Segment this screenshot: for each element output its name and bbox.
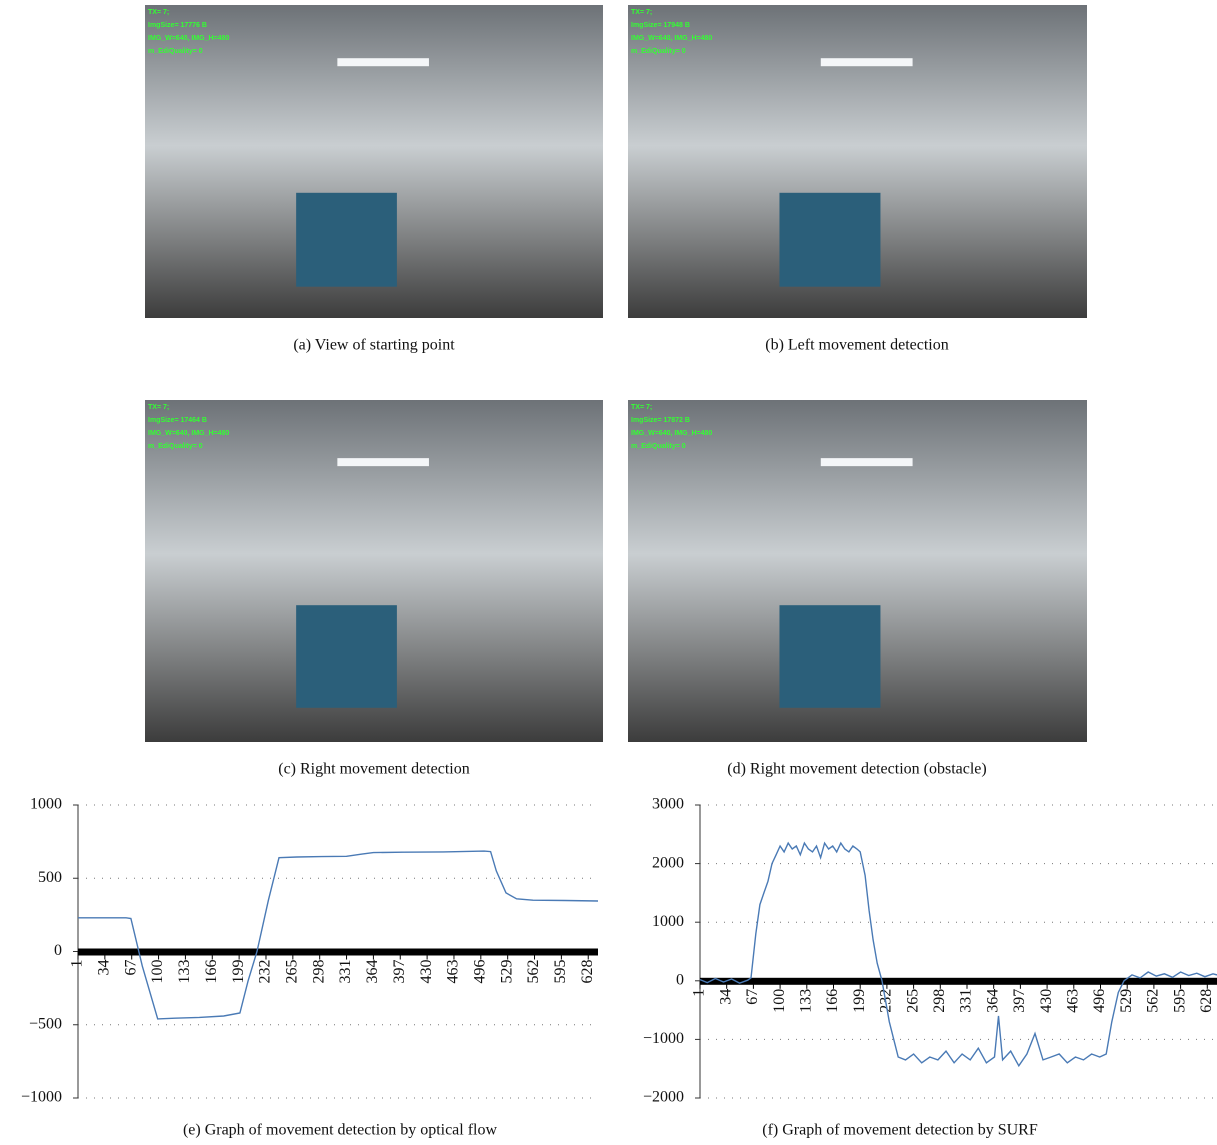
x-tick-label: 166: [824, 989, 841, 1013]
x-tick-label: 67: [122, 960, 139, 976]
overlay-text: m_EdiQuality= 0: [148, 443, 203, 450]
overlay-text: IMG_W=640, IMG_H=480: [148, 35, 229, 42]
x-tick-label: 364: [364, 960, 381, 984]
y-tick-label: 3000: [652, 796, 684, 813]
overlay-text: ImgSize= 17948 B: [631, 22, 690, 29]
overlay-text: ImgSize= 17776 B: [148, 22, 207, 29]
x-tick-label: 529: [1118, 989, 1135, 1013]
x-tick-label: 265: [904, 989, 921, 1013]
x-tick-label: 496: [1091, 989, 1108, 1013]
y-tick-label: 1000: [652, 913, 684, 930]
x-tick-label: 298: [310, 960, 327, 984]
x-tick-label: 133: [797, 989, 814, 1013]
x-tick-label: 199: [230, 960, 247, 984]
y-tick-label: 2000: [652, 854, 684, 871]
overlay-text: IMG_W=640, IMG_H=480: [631, 35, 712, 42]
ceiling-light: [337, 458, 429, 466]
caption: (a) View of starting point: [293, 337, 455, 354]
x-tick-label: 430: [418, 960, 435, 984]
x-tick-label: 463: [1064, 989, 1081, 1013]
caption: (b) Left movement detection: [765, 337, 948, 354]
ceiling-light: [337, 58, 429, 66]
caption: (c) Right movement detection: [278, 761, 470, 778]
y-tick-label: 0: [54, 942, 62, 959]
x-tick-label: 628: [1198, 989, 1215, 1013]
x-tick-label: 1: [69, 960, 86, 968]
x-tick-label: 298: [931, 989, 948, 1013]
desk-object: [779, 193, 880, 287]
x-tick-label: 67: [744, 989, 761, 1005]
ceiling-light: [821, 458, 913, 466]
overlay-text: ImgSize= 17464 B: [148, 417, 207, 424]
y-tick-label: 1000: [30, 796, 62, 813]
ceiling-light: [821, 58, 913, 66]
x-tick-label: 100: [149, 960, 166, 984]
x-tick-label: 133: [176, 960, 193, 984]
y-tick-label: −1000: [643, 1030, 684, 1047]
caption: (e) Graph of movement detection by optic…: [183, 1122, 498, 1139]
y-tick-label: 500: [38, 869, 62, 886]
data-line: [78, 851, 598, 1019]
x-tick-label: 397: [1011, 989, 1028, 1013]
x-tick-label: 34: [717, 989, 734, 1005]
x-tick-label: 529: [498, 960, 515, 984]
x-tick-label: 595: [1171, 989, 1188, 1013]
x-tick-label: 199: [851, 989, 868, 1013]
y-tick-label: −1000: [21, 1089, 62, 1106]
overlay-text: TX= 7;: [631, 404, 652, 411]
x-tick-label: 232: [257, 960, 274, 984]
overlay-text: TX= 7;: [148, 9, 169, 16]
caption: (f) Graph of movement detection by SURF: [762, 1122, 1038, 1139]
figure-page: TX= 7; ImgSize= 17776 B IMG_W=640, IMG_H=4…: [0, 0, 1217, 1145]
x-tick-label: 463: [445, 960, 462, 984]
x-tick-label: 100: [771, 989, 788, 1013]
y-tick-label: −2000: [643, 1089, 684, 1106]
overlay-text: TX= 7;: [631, 9, 652, 16]
x-axis: [700, 978, 1217, 985]
x-tick-label: 496: [471, 960, 488, 984]
x-tick-label: 364: [984, 989, 1001, 1013]
x-tick-label: 34: [96, 960, 113, 976]
x-tick-label: 430: [1038, 989, 1055, 1013]
x-axis: [78, 949, 598, 956]
x-tick-label: 331: [337, 960, 354, 984]
x-tick-label: 265: [284, 960, 301, 984]
x-tick-label: 595: [552, 960, 569, 984]
x-tick-label: 562: [1145, 989, 1162, 1013]
x-tick-label: 166: [203, 960, 220, 984]
overlay-text: IMG_W=640, IMG_H=480: [631, 430, 712, 437]
overlay-text: IMG_W=640, IMG_H=480: [148, 430, 229, 437]
overlay-text: m_EdiQuality= 0: [148, 48, 203, 55]
desk-object: [296, 605, 397, 708]
x-tick-label: 331: [958, 989, 975, 1013]
desk-object: [296, 193, 397, 287]
overlay-text: m_EdiQuality= 0: [631, 443, 686, 450]
overlay-text: m_EdiQuality= 0: [631, 48, 686, 55]
x-tick-label: 562: [525, 960, 542, 984]
x-tick-label: 1: [691, 989, 708, 997]
y-tick-label: −500: [29, 1015, 62, 1032]
desk-object: [779, 605, 880, 708]
overlay-text: ImgSize= 17872 B: [631, 417, 690, 424]
x-tick-label: 628: [579, 960, 596, 984]
y-tick-label: 0: [676, 971, 684, 988]
caption: (d) Right movement detection (obstacle): [727, 761, 986, 778]
x-tick-label: 397: [391, 960, 408, 984]
data-line: [700, 843, 1217, 1066]
overlay-text: TX= 7;: [148, 404, 169, 411]
